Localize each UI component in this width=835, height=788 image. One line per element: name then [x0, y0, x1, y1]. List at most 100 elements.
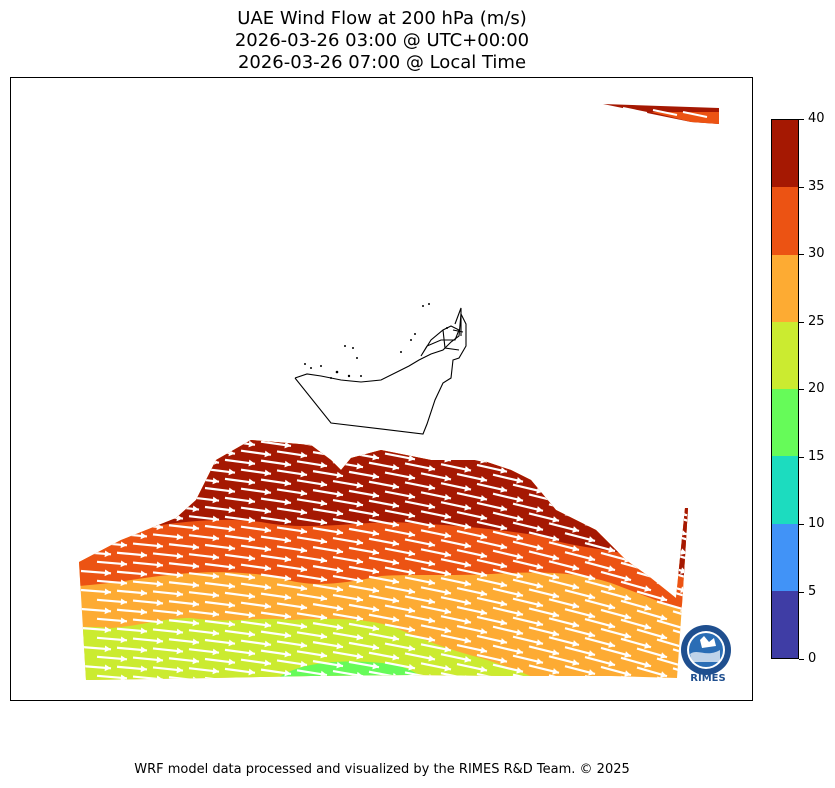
- wind-arrow-head: [572, 602, 579, 609]
- wind-arrow-head: [696, 463, 703, 469]
- wind-arrow-head: [644, 566, 651, 573]
- wind-arrow: [528, 474, 560, 484]
- wind-arrow-head: [516, 610, 523, 617]
- colorbar-tick-label: 20: [808, 381, 825, 396]
- wind-arrow-head: [392, 615, 399, 623]
- wind-arrow-head: [536, 563, 543, 570]
- wind-arrow-head: [624, 499, 631, 506]
- wind-arrow-head: [264, 621, 271, 629]
- wind-arrow: [693, 545, 723, 554]
- wind-arrow: [636, 495, 668, 507]
- wind-arrow-head: [140, 646, 147, 654]
- wind-arrow-head: [104, 645, 111, 653]
- wind-arrow: [584, 466, 616, 477]
- wind-arrow-head: [516, 477, 523, 484]
- wind-arrow: [620, 542, 652, 554]
- wind-arrow-head: [372, 472, 379, 480]
- wind-arrow-head: [464, 523, 471, 530]
- wind-arrow-head: [608, 527, 615, 534]
- wind-arrow-head: [176, 440, 183, 446]
- wind-arrow-head: [176, 495, 183, 503]
- wind-arrow-head: [408, 683, 415, 690]
- wind-arrow-head: [428, 464, 435, 472]
- colorbar-segment: [772, 321, 798, 389]
- wind-arrow-head: [444, 493, 451, 501]
- wind-arrow-head: [444, 569, 451, 577]
- wind-arrow-head: [572, 545, 579, 552]
- wind-arrow-head: [552, 592, 559, 599]
- wind-arrow-head: [516, 667, 523, 674]
- wind-arrow-head: [356, 462, 363, 470]
- wind-arrow-head: [408, 625, 415, 633]
- wind-arrow-head: [464, 580, 471, 587]
- wind-arrow-head: [284, 460, 291, 468]
- wind-arrow-head: [372, 586, 379, 594]
- wind-arrow-head: [500, 524, 507, 531]
- wind-arrow-head: [228, 582, 235, 590]
- wind-arrow-head: [248, 611, 255, 619]
- wind-arrow-head: [716, 549, 723, 555]
- wind-arrow-head: [140, 551, 147, 559]
- wind-arrow-head: [536, 525, 543, 532]
- wind-arrow-head: [716, 606, 723, 612]
- wind-arrow-head: [696, 596, 703, 602]
- wind-arrow-head: [248, 554, 255, 562]
- wind-arrow: [656, 467, 688, 479]
- wind-arrow-head: [284, 479, 291, 487]
- wind-arrow-head: [392, 596, 399, 604]
- wind-arrow-head: [644, 661, 651, 668]
- wind-arrow: [709, 536, 739, 545]
- colorbar-tick: [799, 254, 804, 255]
- wind-arrow-head: [444, 588, 451, 596]
- map-title: UAE Wind Flow at 200 hPa (m/s): [237, 8, 527, 29]
- wind-arrow: [656, 505, 688, 517]
- wind-arrow-head: [716, 530, 723, 536]
- colorbar-tick: [799, 186, 804, 188]
- wind-arrow: [636, 457, 668, 469]
- wind-arrow: [152, 495, 184, 501]
- wind-arrow-head: [300, 603, 307, 611]
- wind-arrow-head: [372, 624, 379, 632]
- wind-arrow-head: [516, 515, 523, 522]
- wind-arrow-head: [660, 462, 667, 469]
- wind-arrow-head: [444, 684, 451, 691]
- wind-arrow-head: [696, 520, 703, 526]
- wind-arrow-head: [264, 564, 271, 572]
- wind-arrow-head: [228, 544, 235, 552]
- wind-arrow-head: [680, 472, 687, 479]
- wind-arrow: [96, 484, 128, 490]
- colorbar-segment: [772, 523, 798, 591]
- wind-arrow-head: [480, 685, 487, 692]
- wind-arrow-head: [624, 689, 631, 695]
- wind-arrow-head: [716, 587, 723, 593]
- wind-arrow-head: [444, 474, 451, 482]
- wind-arrow-head: [428, 654, 435, 662]
- uae-islands: [304, 303, 448, 379]
- wind-arrow-head: [336, 471, 343, 479]
- wind-map: [79, 104, 739, 695]
- wind-arrow: [672, 515, 688, 527]
- footer-credit: WRF model data processed and visualized …: [134, 762, 630, 777]
- wind-arrow-head: [588, 631, 595, 638]
- wind-arrow-head: [156, 466, 163, 474]
- wind-arrow-head: [516, 686, 523, 693]
- wind-arrow-head: [104, 531, 111, 539]
- wind-arrow-head: [320, 518, 327, 526]
- wind-arrow-head: [500, 657, 507, 664]
- wind-arrow-head: [732, 540, 739, 546]
- wind-arrow-head: [644, 623, 651, 630]
- wind-arrow-head: [552, 497, 559, 504]
- wind-arrow: [152, 476, 184, 482]
- wind-arrow-head: [336, 661, 343, 669]
- wind-arrow-head: [228, 677, 235, 680]
- wind-arrow: [672, 629, 688, 641]
- wind-arrow-head: [192, 638, 199, 646]
- wind-arrow-head: [300, 508, 307, 516]
- wind-arrow-head: [140, 570, 147, 578]
- colorbar-tick-label: 15: [808, 448, 825, 464]
- wind-arrow-head: [264, 507, 271, 515]
- wind-arrow: [693, 526, 723, 535]
- wind-arrow-head: [608, 622, 615, 629]
- wind-arrow-head: [660, 671, 667, 678]
- wind-arrow-head: [608, 565, 615, 572]
